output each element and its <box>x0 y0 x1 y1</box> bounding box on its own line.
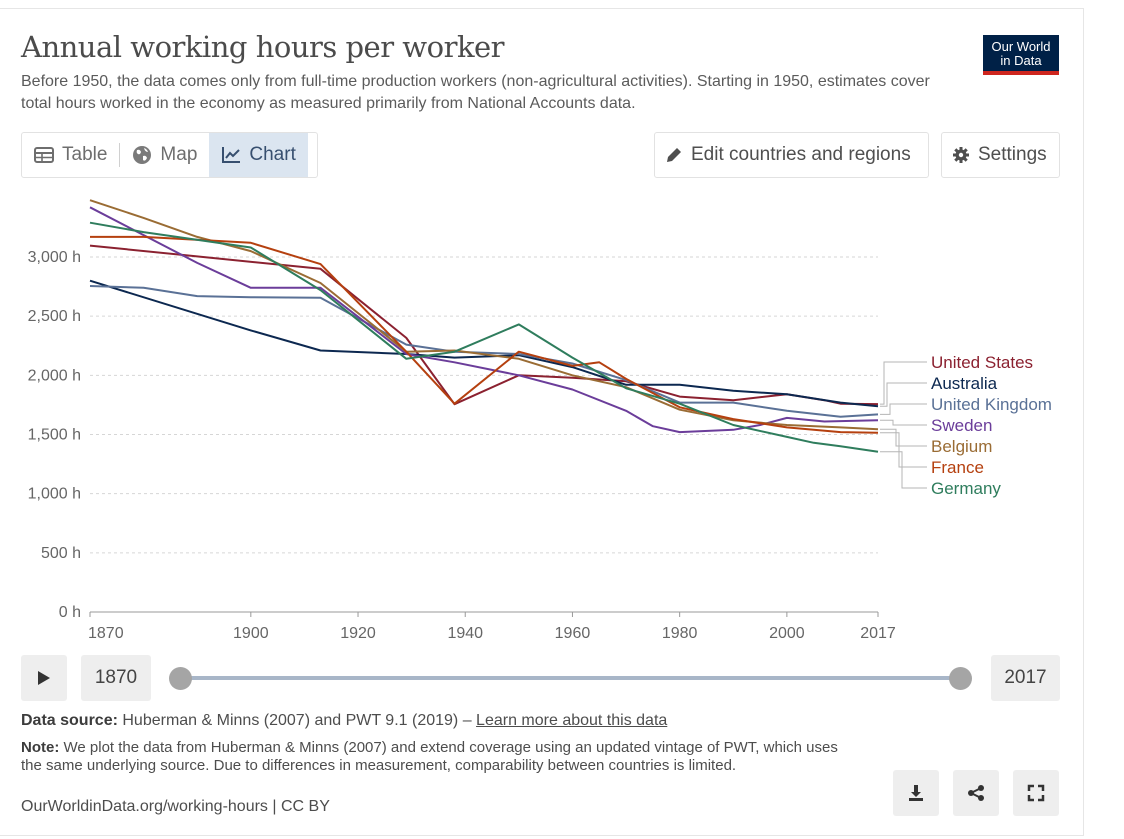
globe-icon <box>132 145 152 165</box>
page-subtitle: Before 1950, the data comes only from fu… <box>21 73 930 112</box>
legend-connector <box>880 432 927 468</box>
note-text: We plot the data from Huberman & Minns (… <box>21 739 838 774</box>
gear-icon <box>952 146 970 164</box>
data-source: Data source: Huberman & Minns (2007) and… <box>21 712 667 730</box>
table-icon <box>34 147 54 163</box>
download-icon <box>909 785 923 801</box>
tab-table[interactable]: Table <box>22 133 119 177</box>
legend-connector <box>880 382 927 407</box>
x-tick-label: 1870 <box>88 625 124 642</box>
y-tick-label: 1,000 h <box>28 486 81 503</box>
y-tick-label: 500 h <box>41 545 81 562</box>
learn-more-link[interactable]: Learn more about this data <box>476 712 668 729</box>
series-line-belgium <box>89 199 879 431</box>
view-tabs: Table Map Chart <box>21 132 318 178</box>
line-chart: 0 h 500 h 1,000 h 1,500 h 2,000 h 2,500 h 3,00… <box>28 199 1052 642</box>
series-line-united-kingdom <box>89 285 879 418</box>
timeline-end-year[interactable]: 2017 <box>991 655 1060 701</box>
y-tick-label: 0 h <box>59 604 81 621</box>
timeline-track[interactable] <box>181 676 961 680</box>
legend-label: France <box>931 458 984 477</box>
tab-divider <box>119 143 121 167</box>
x-tick-label: 2000 <box>769 625 805 642</box>
legend-connector <box>880 419 927 426</box>
legend-connector <box>880 428 927 447</box>
legend-connector <box>880 451 927 489</box>
x-tick-label: 2017 <box>860 625 896 642</box>
legend-label: Germany <box>931 479 1001 498</box>
fullscreen-button[interactable] <box>1013 770 1059 816</box>
fullscreen-icon <box>1027 784 1045 802</box>
y-tick-label: 2,500 h <box>28 308 81 325</box>
series-line-germany <box>89 221 879 453</box>
series-line-sweden <box>89 206 879 434</box>
page-title: Annual working hours per worker <box>21 30 505 64</box>
legend-label: Sweden <box>931 416 992 435</box>
play-button[interactable] <box>21 655 67 701</box>
edit-countries-label: Edit countries and regions <box>691 144 911 165</box>
x-tick-label: 1920 <box>340 625 376 642</box>
play-icon <box>38 671 50 685</box>
legend-label: United States <box>931 353 1033 372</box>
logo-line-1: Our World <box>991 39 1051 54</box>
download-button[interactable] <box>893 770 939 816</box>
series-line-france <box>90 235 879 434</box>
pencil-icon <box>665 146 683 164</box>
y-tick-label: 2,000 h <box>28 367 81 384</box>
tab-table-label: Table <box>62 144 108 165</box>
timeline-start-handle[interactable] <box>169 667 192 690</box>
x-tick-label: 1900 <box>233 625 269 642</box>
legend-label: Belgium <box>931 437 992 456</box>
y-tick-label: 1,500 h <box>28 427 81 444</box>
y-tick-label: 3,000 h <box>28 249 81 266</box>
x-tick-label: 1980 <box>662 625 698 642</box>
legend-label: United Kingdom <box>931 395 1052 414</box>
chart-note: Note: We plot the data from Huberman & M… <box>21 739 841 775</box>
tab-chart-label: Chart <box>249 144 296 165</box>
timeline-end-handle[interactable] <box>949 667 972 690</box>
series-line-australia <box>89 279 879 408</box>
tab-chart[interactable]: Chart <box>209 133 308 177</box>
data-source-label: Data source: <box>21 712 118 729</box>
logo-line-2: in Data <box>1000 53 1042 68</box>
share-icon <box>968 785 984 801</box>
chart-frame <box>0 8 1084 836</box>
legend-connector <box>880 361 927 405</box>
x-tick-label: 1960 <box>555 625 591 642</box>
settings-label: Settings <box>978 144 1047 165</box>
share-button[interactable] <box>953 770 999 816</box>
legend-label: Australia <box>931 374 998 393</box>
tab-map[interactable]: Map <box>120 133 209 177</box>
legend-connector <box>880 403 927 415</box>
x-tick-label: 1940 <box>447 625 483 642</box>
data-source-text: Huberman & Minns (2007) and PWT 9.1 (201… <box>122 712 472 729</box>
chart-credit: OurWorldinData.org/working-hours | CC BY <box>21 798 330 815</box>
timeline-start-year[interactable]: 1870 <box>81 655 151 701</box>
settings-button[interactable]: Settings <box>941 132 1060 178</box>
note-label: Note: <box>21 739 60 756</box>
line-chart-icon <box>221 146 241 164</box>
owid-logo[interactable]: Our World in Data <box>983 35 1059 75</box>
tab-map-label: Map <box>160 144 198 165</box>
edit-countries-button[interactable]: Edit countries and regions <box>654 132 929 178</box>
